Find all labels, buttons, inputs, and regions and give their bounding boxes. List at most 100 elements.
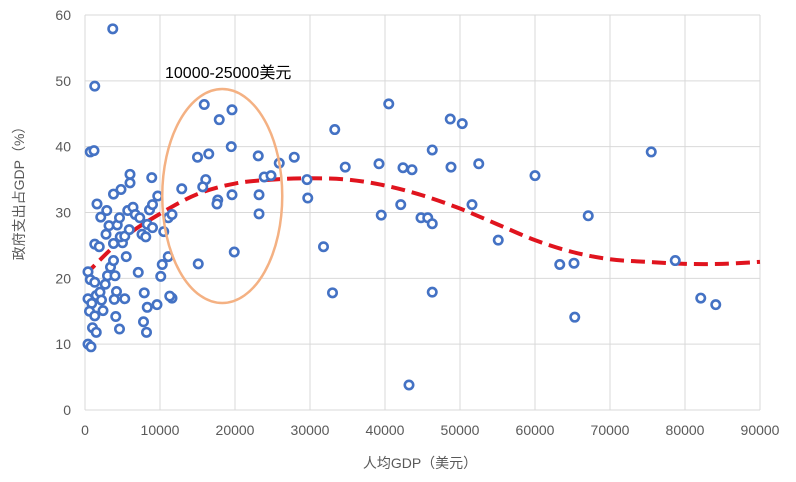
- x-tick-label: 10000: [141, 422, 180, 438]
- y-tick-label: 10: [55, 336, 71, 352]
- x-tick-label: 30000: [291, 422, 330, 438]
- data-point: [108, 237, 120, 249]
- y-tick-label: 20: [55, 270, 71, 286]
- data-point: [710, 299, 722, 311]
- data-point: [156, 259, 168, 271]
- data-point: [383, 98, 395, 110]
- data-point: [253, 189, 265, 201]
- data-point: [141, 301, 153, 313]
- data-point: [138, 316, 150, 328]
- data-point: [203, 148, 215, 160]
- trend-line: [83, 176, 761, 277]
- data-point: [568, 257, 580, 269]
- data-point: [85, 341, 97, 353]
- data-point: [403, 379, 415, 391]
- data-point: [444, 113, 456, 125]
- data-point: [109, 270, 121, 282]
- data-point: [164, 290, 176, 302]
- data-point: [132, 266, 144, 278]
- y-tick-label: 0: [63, 402, 71, 418]
- data-point: [124, 177, 136, 189]
- y-tick-label: 40: [55, 139, 71, 155]
- data-point: [91, 198, 103, 210]
- data-point: [329, 124, 341, 136]
- data-point: [88, 145, 100, 157]
- data-point: [96, 294, 108, 306]
- data-point: [211, 198, 223, 210]
- data-point: [492, 234, 504, 246]
- data-point: [445, 161, 457, 173]
- data-point: [529, 170, 541, 182]
- y-tick-label: 30: [55, 205, 71, 221]
- data-point: [89, 80, 101, 92]
- data-point: [406, 164, 418, 176]
- data-point: [147, 222, 159, 234]
- data-point: [90, 326, 102, 338]
- data-point: [115, 183, 127, 195]
- data-point: [101, 205, 113, 217]
- y-tick-label: 50: [55, 73, 71, 89]
- data-point: [197, 181, 209, 193]
- data-point: [582, 210, 594, 222]
- data-point: [225, 141, 237, 153]
- data-point: [339, 161, 351, 173]
- data-point: [108, 188, 120, 200]
- data-point: [253, 208, 265, 220]
- data-point: [97, 305, 109, 317]
- data-point: [375, 209, 387, 221]
- x-axis-label: 人均GDP（美元）: [363, 455, 477, 471]
- x-tick-label: 0: [81, 422, 89, 438]
- data-point: [166, 208, 178, 220]
- y-tick-label: 60: [55, 7, 71, 23]
- data-point: [669, 255, 681, 267]
- data-point: [123, 224, 135, 236]
- data-point: [426, 144, 438, 156]
- data-point: [192, 258, 204, 270]
- highlight-ellipse: [161, 87, 284, 305]
- data-point: [138, 287, 150, 299]
- x-tick-label: 70000: [591, 422, 630, 438]
- data-point: [95, 211, 107, 223]
- data-point: [151, 299, 163, 311]
- data-point: [93, 241, 105, 253]
- data-point: [110, 311, 122, 323]
- data-point: [301, 174, 313, 186]
- data-point: [645, 146, 657, 158]
- x-tick-label: 60000: [516, 422, 555, 438]
- data-point: [213, 114, 225, 126]
- data-point: [317, 241, 329, 253]
- data-point: [140, 231, 152, 243]
- data-point: [288, 151, 300, 163]
- x-tick-label: 80000: [666, 422, 705, 438]
- data-point: [226, 189, 238, 201]
- data-point: [89, 276, 101, 288]
- data-point: [99, 278, 111, 290]
- data-point: [114, 323, 126, 335]
- annotation-label: 10000-25000美元: [165, 64, 291, 82]
- data-point: [114, 212, 126, 224]
- data-point: [426, 218, 438, 230]
- data-point: [134, 212, 146, 224]
- x-tick-label: 90000: [741, 422, 780, 438]
- data-point: [473, 158, 485, 170]
- data-point: [373, 158, 385, 170]
- x-tick-label: 40000: [366, 422, 405, 438]
- data-point: [155, 270, 167, 282]
- data-point: [120, 251, 132, 263]
- data-point: [119, 293, 131, 305]
- data-point: [252, 150, 264, 162]
- data-point: [108, 255, 120, 267]
- data-point: [395, 199, 407, 211]
- data-point: [554, 259, 566, 271]
- data-point: [456, 118, 468, 130]
- data-point: [466, 199, 478, 211]
- y-axis-label: 政府支出占GDP（%）: [11, 120, 27, 261]
- data-point: [228, 246, 240, 258]
- data-point: [397, 162, 409, 174]
- data-point: [147, 199, 159, 211]
- data-point: [265, 170, 277, 182]
- data-point: [152, 190, 164, 202]
- x-tick-label: 50000: [441, 422, 480, 438]
- data-point: [176, 183, 188, 195]
